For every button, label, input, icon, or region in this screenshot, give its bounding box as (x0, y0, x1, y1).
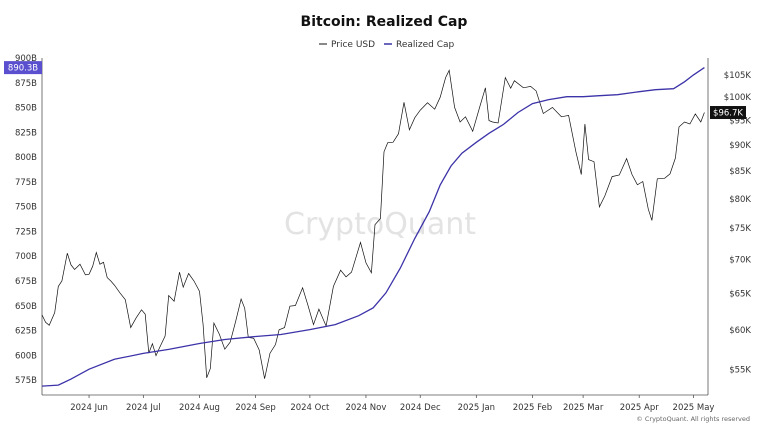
right-tick-label: $105K (724, 71, 752, 81)
chart-title: Bitcoin: Realized Cap (301, 14, 468, 30)
left-tick-label: 625B (15, 327, 37, 337)
right-tick-label: $60K (729, 326, 751, 336)
legend-label-price: Price USD (331, 40, 375, 50)
right-tick-label: $75K (729, 224, 751, 234)
x-axis: 2024 Jun 2024 Jul 2024 Aug 2024 Sep 2024 Oct… (70, 395, 714, 413)
x-tick-label: 2024 Aug (179, 403, 220, 413)
x-tick-label: 2025 Jan (458, 403, 495, 413)
realized-cap-line (41, 67, 705, 387)
left-tick-label: 675B (15, 277, 37, 287)
copyright-footer: © CryptoQuant. All rights reserved (636, 415, 750, 423)
right-axis: $55K $60K $65K $70K $75K $80K $85K $90K $95K $100… (724, 71, 752, 375)
legend: Price USD Realized Cap (319, 40, 455, 50)
left-tick-label: 750B (15, 203, 37, 213)
right-tick-label: $90K (729, 141, 751, 151)
right-badge-box (710, 106, 746, 120)
left-tick-label: 900B (15, 54, 37, 64)
right-tick-label: $55K (729, 365, 751, 375)
x-tick-label: 2024 Oct (290, 403, 330, 413)
right-tick-label: $95K (729, 117, 751, 127)
x-tick-label: 2024 Sep (235, 403, 275, 413)
watermark: CryptoQuant (284, 207, 476, 242)
left-tick-label: 850B (15, 104, 37, 114)
left-tick-label: 600B (15, 351, 37, 361)
legend-label-realized-cap: Realized Cap (396, 40, 455, 50)
left-tick-label: 700B (15, 252, 37, 262)
left-tick-label: 800B (15, 153, 37, 163)
x-tick-label: 2025 Feb (513, 403, 552, 413)
left-tick-label: 825B (15, 128, 37, 138)
x-tick-label: 2024 Dec (400, 403, 441, 413)
left-axis: 575B 600B 625B 650B 675B 700B 725B 750B 775B 800B… (15, 54, 37, 386)
right-tick-label: $85K (729, 167, 751, 177)
left-tick-label: 725B (15, 227, 37, 237)
right-tick-label: $100K (724, 93, 752, 103)
x-tick-label: 2025 May (673, 403, 715, 413)
x-tick-label: 2025 Mar (563, 403, 604, 413)
right-tick-label: $80K (729, 195, 751, 205)
right-value-badge: $96.7K (710, 106, 746, 120)
price-usd-line (41, 69, 705, 379)
x-tick-label: 2024 Nov (345, 403, 386, 413)
left-tick-label: 775B (15, 178, 37, 188)
left-badge-box (4, 61, 42, 75)
left-value-badge: 890.3B (4, 61, 42, 75)
x-tick-label: 2025 Apr (620, 403, 660, 413)
left-tick-label: 650B (15, 302, 37, 312)
x-tick-label: 2024 Jul (126, 403, 161, 413)
right-tick-label: $65K (729, 289, 751, 299)
x-tick-label: 2024 Jun (70, 403, 108, 413)
right-badge-value: $96.7K (713, 109, 743, 119)
left-badge-value: 890.3B (8, 64, 38, 74)
left-tick-label: 575B (15, 376, 37, 386)
right-tick-label: $70K (729, 256, 751, 266)
left-tick-label: 875B (15, 79, 37, 89)
